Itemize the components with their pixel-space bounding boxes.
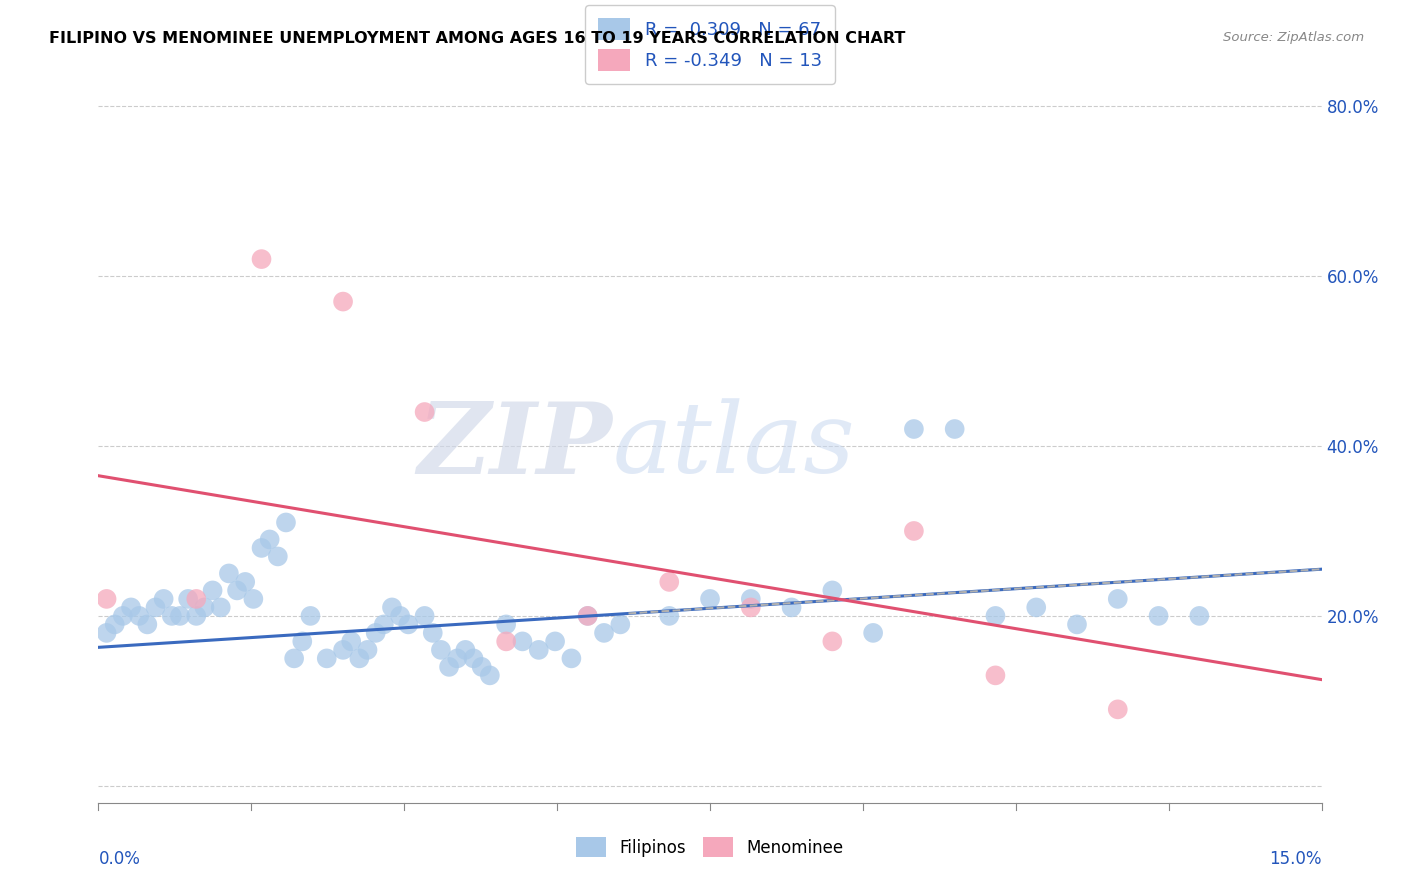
Point — [437, 660, 460, 674]
Point — [242, 591, 264, 606]
Point — [446, 651, 468, 665]
Point — [430, 643, 453, 657]
Text: ZIP: ZIP — [418, 398, 612, 494]
Point — [413, 405, 436, 419]
Point — [120, 600, 142, 615]
Point — [186, 591, 208, 606]
Point — [250, 541, 273, 555]
Point — [1188, 608, 1211, 623]
Point — [1147, 608, 1170, 623]
Point — [96, 591, 118, 606]
Point — [527, 643, 550, 657]
Point — [699, 591, 721, 606]
Point — [478, 668, 501, 682]
Point — [495, 617, 517, 632]
Point — [201, 583, 224, 598]
Text: Source: ZipAtlas.com: Source: ZipAtlas.com — [1223, 31, 1364, 45]
Point — [233, 574, 256, 589]
Point — [96, 626, 118, 640]
Point — [658, 574, 681, 589]
Point — [136, 617, 159, 632]
Point — [364, 626, 387, 640]
Point — [780, 600, 803, 615]
Point — [1107, 702, 1129, 716]
Point — [160, 608, 183, 623]
Point — [381, 600, 404, 615]
Text: 0.0%: 0.0% — [98, 849, 141, 868]
Text: atlas: atlas — [612, 399, 855, 493]
Point — [593, 626, 616, 640]
Point — [104, 617, 127, 632]
Point — [1066, 617, 1088, 632]
Point — [984, 608, 1007, 623]
Point — [903, 422, 925, 436]
Point — [544, 634, 567, 648]
Legend: Filipinos, Menominee: Filipinos, Menominee — [568, 829, 852, 866]
Point — [396, 617, 419, 632]
Point — [128, 608, 150, 623]
Point — [740, 600, 762, 615]
Point — [340, 634, 363, 648]
Point — [283, 651, 305, 665]
Point — [658, 608, 681, 623]
Point — [373, 617, 395, 632]
Point — [413, 608, 436, 623]
Point — [209, 600, 232, 615]
Point — [169, 608, 191, 623]
Point — [495, 634, 517, 648]
Point — [740, 591, 762, 606]
Point — [422, 626, 444, 640]
Point — [291, 634, 314, 648]
Point — [193, 600, 215, 615]
Point — [576, 608, 599, 623]
Point — [512, 634, 534, 648]
Point — [454, 643, 477, 657]
Point — [250, 252, 273, 266]
Point — [821, 634, 844, 648]
Point — [984, 668, 1007, 682]
Point — [821, 583, 844, 598]
Point — [349, 651, 371, 665]
Point — [218, 566, 240, 581]
Point — [471, 660, 494, 674]
Point — [226, 583, 249, 598]
Point — [332, 294, 354, 309]
Point — [356, 643, 378, 657]
Point — [259, 533, 281, 547]
Text: FILIPINO VS MENOMINEE UNEMPLOYMENT AMONG AGES 16 TO 19 YEARS CORRELATION CHART: FILIPINO VS MENOMINEE UNEMPLOYMENT AMONG… — [49, 31, 905, 46]
Point — [145, 600, 167, 615]
Point — [1107, 591, 1129, 606]
Point — [903, 524, 925, 538]
Point — [332, 643, 354, 657]
Point — [609, 617, 631, 632]
Point — [315, 651, 337, 665]
Point — [186, 608, 208, 623]
Point — [274, 516, 297, 530]
Point — [576, 608, 599, 623]
Point — [177, 591, 200, 606]
Point — [299, 608, 322, 623]
Point — [152, 591, 174, 606]
Point — [1025, 600, 1047, 615]
Point — [862, 626, 884, 640]
Point — [943, 422, 966, 436]
Text: 15.0%: 15.0% — [1270, 849, 1322, 868]
Point — [389, 608, 412, 623]
Point — [560, 651, 582, 665]
Point — [267, 549, 290, 564]
Point — [111, 608, 134, 623]
Point — [463, 651, 485, 665]
